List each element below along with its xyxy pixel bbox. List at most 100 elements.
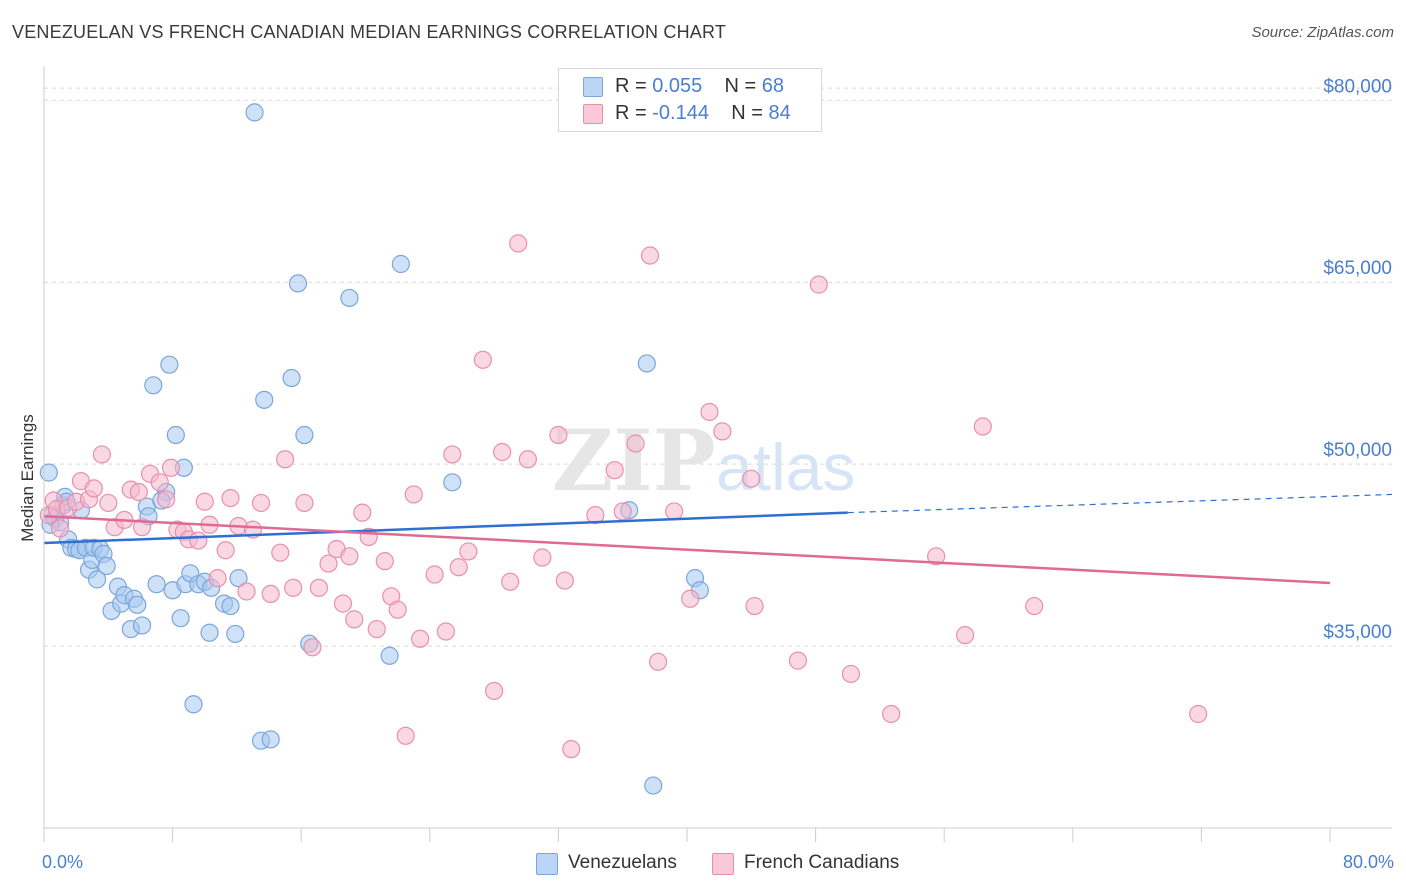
venezuelan-point	[226, 624, 245, 644]
venezuelan-point	[144, 376, 163, 395]
correlation-legend: R = 0.055 N = 68 R = -0.144 N = 84	[558, 68, 822, 132]
french-canadian-point	[700, 402, 719, 422]
french-canadian-point	[493, 442, 512, 462]
chart-title: VENEZUELAN VS FRENCH CANADIAN MEDIAN EAR…	[12, 22, 727, 42]
french-canadian-point	[955, 626, 975, 645]
r-value: -0.144	[652, 102, 709, 124]
legend-label: Venezuelans	[568, 852, 677, 873]
french-canadian-point	[626, 434, 645, 453]
venezuelan-point	[160, 355, 179, 374]
french-canadian-point	[251, 493, 271, 513]
french-canadian-point	[586, 505, 605, 525]
french-canadian-point	[443, 445, 462, 464]
french-canadian-point	[473, 350, 492, 369]
french-canadian-point	[927, 547, 946, 566]
r-label: R =	[615, 102, 653, 124]
y-tick-label: $50,000	[1323, 440, 1392, 461]
french-canadian-points	[39, 234, 1208, 759]
french-canadian-point	[189, 531, 208, 550]
french-canadian-point	[208, 569, 227, 588]
french-canadian-point	[1189, 704, 1208, 724]
french-canadian-trend-line	[43, 515, 1331, 585]
venezuelan-point	[97, 556, 116, 576]
venezuelan-point	[39, 463, 58, 482]
french-canadian-point	[50, 519, 70, 538]
y-tick-label: $80,000	[1323, 76, 1392, 97]
venezuelan-point	[147, 575, 166, 594]
french-canadian-point	[161, 458, 181, 477]
french-canadian-point	[555, 571, 574, 590]
venezuelan-point	[229, 569, 248, 588]
french-canadian-point	[129, 482, 148, 502]
french-canadian-point	[333, 594, 353, 613]
french-canadian-point	[411, 629, 430, 648]
x-axis-max-label: 80.0%	[1342, 852, 1394, 872]
venezuelan-point	[184, 695, 203, 714]
french-canadian-point	[309, 578, 328, 597]
french-canadian-point	[92, 445, 111, 464]
french-canadian-point	[404, 485, 423, 504]
n-value: 84	[768, 102, 791, 124]
venezuelan-point	[132, 616, 152, 635]
french-canadian-point	[449, 558, 468, 577]
french-canadian-point	[713, 422, 732, 441]
venezuelan-point	[166, 425, 185, 445]
venezuelan-point	[245, 103, 264, 122]
venezuelan-point	[340, 288, 359, 308]
french-canadian-point	[562, 740, 581, 759]
french-canadian-point	[340, 547, 359, 566]
venezuelan-point	[255, 390, 274, 409]
watermark: ZIP atlas	[552, 411, 855, 510]
r-label: R =	[615, 75, 653, 97]
venezuelan-point	[200, 623, 219, 642]
french-canadian-point	[216, 541, 235, 560]
y-axis-label-wrap: Median Earnings	[16, 380, 40, 580]
french-canadian-point	[485, 681, 504, 701]
venezuelan-point	[282, 368, 301, 388]
french-canadian-point	[319, 554, 338, 573]
legend-label: French Canadians	[744, 852, 900, 873]
french-canadians-swatch	[712, 853, 734, 875]
watermark-zip: ZIP	[552, 411, 716, 510]
watermark-atlas: atlas	[716, 430, 855, 504]
french-canadian-point	[388, 600, 407, 619]
n-value: 68	[761, 75, 785, 97]
french-canadian-point	[353, 503, 372, 522]
french-canadian-point	[367, 619, 386, 639]
french-canadian-point	[681, 589, 700, 608]
french-canadian-point	[509, 234, 528, 253]
y-tick-labels: $35,000 $50,000 $65,000 $80,000	[1323, 76, 1392, 643]
french-canadian-point	[841, 664, 861, 684]
venezuelan-point	[171, 609, 190, 628]
french-canadian-point	[84, 479, 103, 498]
venezuelan-point	[288, 274, 308, 293]
french-canadian-point	[345, 610, 364, 629]
venezuelans-swatch	[536, 853, 558, 875]
venezuelan-trend-line	[43, 511, 848, 545]
venezuelan-point	[221, 596, 240, 616]
french-canadian-point	[284, 578, 303, 597]
french-canadian-point	[605, 461, 624, 480]
french-canadian-point	[99, 493, 118, 513]
venezuelan-point	[637, 354, 656, 373]
french-canadian-point	[221, 488, 240, 508]
french-canadian-point	[295, 493, 314, 513]
french-canadian-point	[237, 582, 256, 601]
venezuelan-point	[391, 254, 410, 274]
venezuelan-trend-extension	[847, 493, 1393, 514]
venezuelan-point	[295, 425, 314, 445]
y-tick-label: $65,000	[1323, 258, 1392, 279]
axes	[43, 66, 1392, 842]
french-canadian-point	[613, 502, 632, 521]
trend-lines	[43, 493, 1393, 585]
venezuelan-swatch	[583, 77, 603, 97]
french-canadian-point	[195, 492, 214, 511]
french-canadian-point	[640, 246, 660, 265]
french-canadian-point	[742, 469, 761, 488]
french-canadian-point	[271, 543, 290, 562]
french-canadian-point	[261, 584, 280, 604]
french-canadian-point	[973, 417, 992, 436]
french-canadian-point	[665, 502, 684, 521]
french-canadian-point	[533, 548, 552, 567]
y-tick-label: $35,000	[1323, 622, 1392, 643]
